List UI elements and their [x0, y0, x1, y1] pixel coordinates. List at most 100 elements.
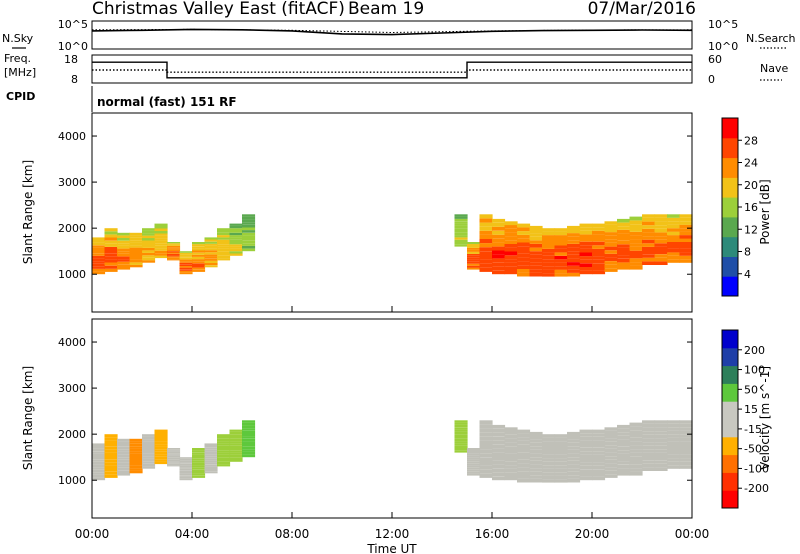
scatter-cell — [654, 254, 668, 258]
scatter-cell — [242, 444, 256, 447]
scatter-cell — [617, 262, 631, 266]
scatter-cell — [529, 247, 543, 252]
scatter-cell — [467, 242, 481, 244]
scatter-cell — [617, 453, 631, 458]
scatter-cell — [142, 453, 156, 457]
scatter-cell — [604, 243, 618, 247]
scatter-cell — [92, 240, 106, 243]
scatter-cell — [142, 436, 156, 440]
scatter-cell — [167, 251, 181, 253]
scatter-cell — [479, 436, 493, 441]
scatter-cell — [179, 475, 193, 477]
scatter-cell — [617, 226, 631, 230]
scatter-cell — [492, 250, 506, 255]
scatter-cell — [92, 242, 106, 246]
scatter-cell — [604, 268, 618, 272]
scatter-cell — [204, 258, 218, 261]
colorbar-swatch — [722, 419, 738, 438]
scatter-cell — [154, 235, 168, 239]
scatter-cell — [167, 245, 181, 248]
scatter-cell — [517, 261, 531, 266]
scatter-cell — [567, 233, 581, 237]
colorbar-frame — [721, 329, 739, 509]
scatter-cell — [517, 463, 531, 468]
scatter-cell — [579, 476, 593, 481]
colorbar-tick-label: -100 — [744, 462, 769, 475]
scatter-cell — [142, 466, 156, 469]
scatter-cell — [579, 473, 593, 477]
scatter-cell — [629, 456, 643, 461]
scatter-cell — [567, 244, 581, 248]
nsky-tick-bottom: 10^0 — [58, 40, 88, 53]
scatter-cell — [104, 231, 118, 235]
scatter-cell — [117, 454, 131, 458]
velocity-panel: 1000 2000 3000 4000 Slant Range [km] -200 -1… — [21, 318, 772, 519]
scatter-cell — [629, 224, 643, 228]
y-tick-label: 2000 — [58, 428, 86, 441]
scatter-cell — [192, 261, 206, 264]
scatter-cell — [167, 244, 181, 246]
freq-tick-top: 18 — [64, 53, 78, 66]
scatter-cell — [179, 259, 193, 261]
scatter-cell — [654, 228, 668, 233]
scatter-cell — [479, 420, 493, 425]
colorbar-tick-label: 15 — [744, 403, 758, 416]
scatter-cell — [529, 258, 543, 262]
scatter-cell — [479, 432, 493, 437]
scatter-cell — [517, 433, 531, 438]
scatter-cell — [192, 454, 206, 457]
scatter-cell — [542, 269, 556, 274]
y-tick-label: 1000 — [58, 474, 86, 487]
scatter-cell — [217, 242, 231, 245]
scatter-cell — [504, 244, 518, 248]
scatter-cell — [579, 234, 593, 238]
scatter-cell — [179, 270, 193, 273]
scatter-cell — [542, 444, 556, 448]
colorbar-swatch — [722, 383, 738, 402]
scatter-cell — [229, 248, 243, 252]
scatter-cell — [679, 454, 693, 459]
colorbar-tick-label: -50 — [744, 443, 762, 456]
scatter-cell — [542, 437, 556, 442]
scatter-cell — [154, 434, 168, 437]
scatter-cell — [92, 269, 106, 272]
scatter-cell — [517, 475, 531, 479]
scatter-cell — [229, 246, 243, 249]
scatter-cell — [129, 465, 143, 469]
scatter-cell — [667, 461, 681, 466]
scatter-cell — [154, 233, 168, 236]
nsky-tick-top: 10^5 — [58, 18, 88, 31]
scatter-cell — [204, 237, 218, 240]
scatter-cell — [242, 238, 256, 241]
velocity-colorbar-label: Velocity [m s^-1] — [758, 366, 772, 470]
scatter-cell — [467, 253, 481, 256]
scatter-cell — [529, 262, 543, 266]
scatter-cell — [492, 230, 506, 235]
scatter-cell — [479, 259, 493, 264]
scatter-cell — [667, 437, 681, 442]
scatter-cell — [642, 261, 656, 265]
scatter-cell — [554, 437, 568, 442]
scatter-cell — [229, 434, 243, 437]
scatter-cell — [117, 457, 131, 460]
scatter-cell — [117, 240, 131, 244]
scatter-cell — [92, 245, 106, 248]
scatter-cell — [217, 438, 231, 442]
scatter-cell — [617, 461, 631, 465]
scatter-cell — [167, 252, 181, 254]
scatter-cell — [142, 260, 156, 263]
scatter-cell — [129, 255, 143, 258]
scatter-cell — [454, 237, 468, 240]
scatter-cell — [142, 449, 156, 452]
scatter-cell — [567, 439, 581, 443]
scatter-cell — [642, 438, 656, 442]
scatter-cell — [92, 261, 106, 264]
scatter-cell — [529, 244, 543, 248]
scatter-cell — [229, 443, 243, 446]
power-y-axis-label: Slant Range [km] — [21, 160, 35, 264]
scatter-cell — [104, 259, 118, 263]
scatter-cell — [142, 250, 156, 253]
scatter-cell — [454, 422, 468, 425]
scatter-cell — [217, 448, 231, 451]
